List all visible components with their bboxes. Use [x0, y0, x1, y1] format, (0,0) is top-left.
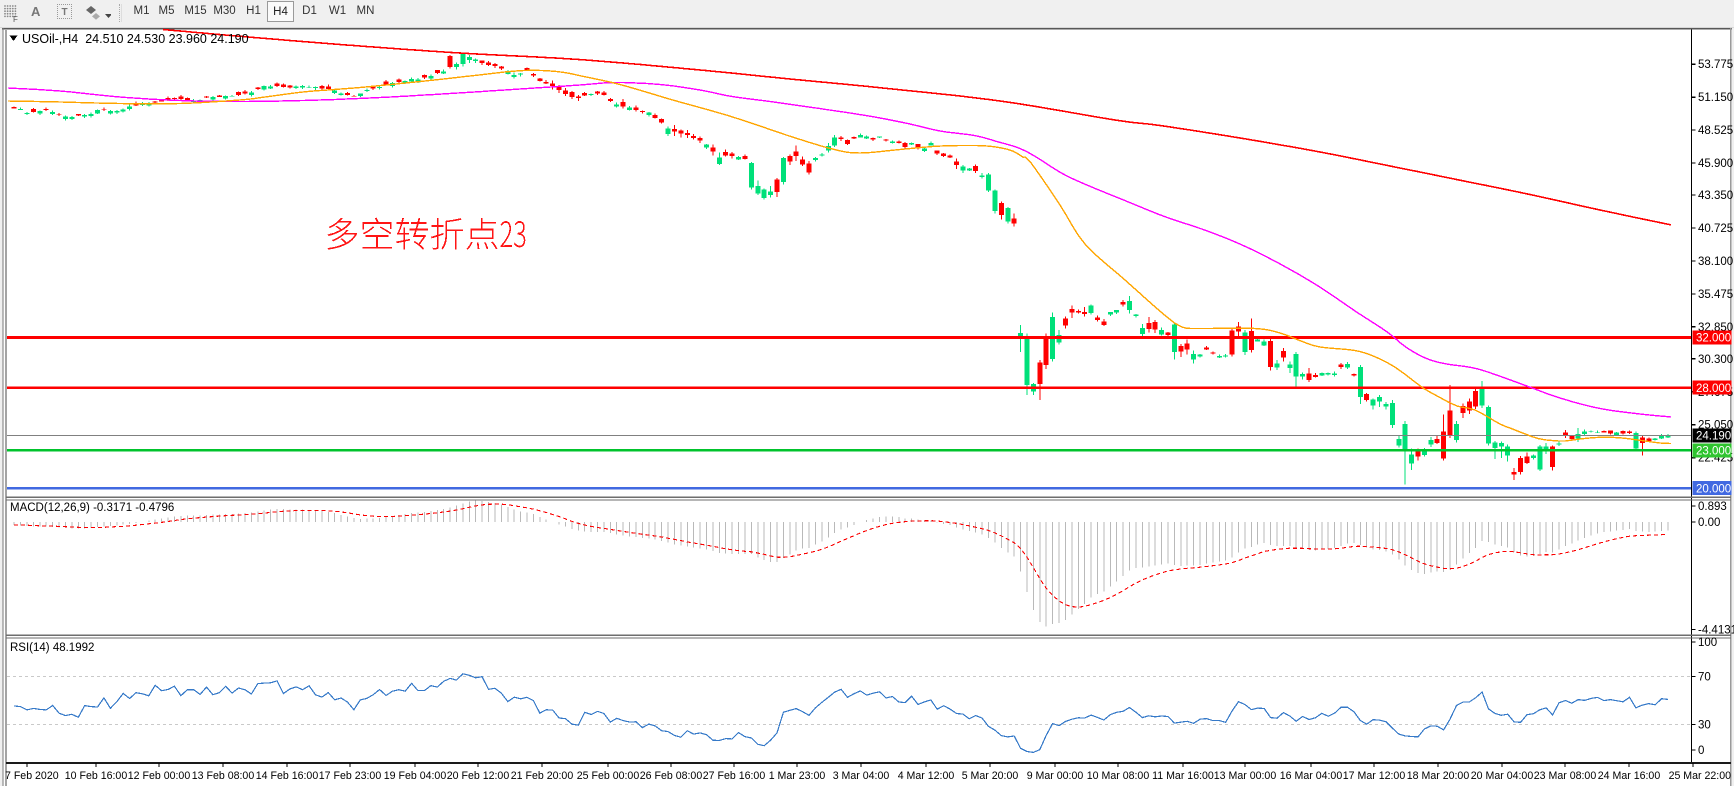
svg-text:0.00: 0.00	[1698, 517, 1720, 529]
svg-text:5 Mar 20:00: 5 Mar 20:00	[962, 770, 1019, 782]
svg-text:12 Feb 00:00: 12 Feb 00:00	[128, 770, 191, 782]
svg-text:F: F	[13, 15, 18, 24]
svg-text:11 Mar 16:00: 11 Mar 16:00	[1152, 770, 1214, 782]
svg-text:7 Feb 2020: 7 Feb 2020	[5, 770, 59, 782]
svg-text:25 Mar 22:00: 25 Mar 22:00	[1669, 770, 1732, 782]
svg-text:9 Mar 00:00: 9 Mar 00:00	[1027, 770, 1084, 782]
svg-text:28.000: 28.000	[1696, 383, 1731, 395]
svg-text:1 Mar 23:00: 1 Mar 23:00	[769, 770, 826, 782]
svg-text:35.475: 35.475	[1698, 289, 1733, 301]
svg-text:30.300: 30.300	[1698, 354, 1733, 366]
svg-text:23 Mar 08:00: 23 Mar 08:00	[1534, 770, 1597, 782]
svg-text:40.725: 40.725	[1698, 223, 1733, 235]
svg-text:24 Mar 16:00: 24 Mar 16:00	[1598, 770, 1661, 782]
svg-text:17 Feb 23:00: 17 Feb 23:00	[319, 770, 382, 782]
svg-text:0.893: 0.893	[1698, 501, 1727, 513]
svg-text:RSI(14) 48.1992: RSI(14) 48.1992	[10, 642, 94, 654]
svg-text:17 Mar 12:00: 17 Mar 12:00	[1343, 770, 1406, 782]
svg-text:10 Mar 08:00: 10 Mar 08:00	[1087, 770, 1150, 782]
svg-text:32.000: 32.000	[1696, 333, 1731, 345]
svg-text:38.100: 38.100	[1698, 256, 1733, 268]
svg-text:25 Feb 00:00: 25 Feb 00:00	[577, 770, 640, 782]
svg-text:51.150: 51.150	[1698, 92, 1733, 104]
svg-text:3 Mar 04:00: 3 Mar 04:00	[833, 770, 890, 782]
svg-text:13 Feb 08:00: 13 Feb 08:00	[192, 770, 255, 782]
svg-text:16 Mar 04:00: 16 Mar 04:00	[1280, 770, 1343, 782]
svg-text:0: 0	[1698, 745, 1704, 757]
svg-text:20.000: 20.000	[1696, 483, 1731, 495]
svg-text:70: 70	[1698, 672, 1711, 684]
svg-text:21 Feb 20:00: 21 Feb 20:00	[511, 770, 574, 782]
svg-text:18 Mar 20:00: 18 Mar 20:00	[1407, 770, 1470, 782]
svg-text:19 Feb 04:00: 19 Feb 04:00	[384, 770, 447, 782]
svg-text:14 Feb 16:00: 14 Feb 16:00	[256, 770, 319, 782]
svg-text:13 Mar 00:00: 13 Mar 00:00	[1214, 770, 1277, 782]
svg-text:20 Mar 04:00: 20 Mar 04:00	[1471, 770, 1534, 782]
svg-text:USOil-,H4 24.510 24.530 23.96: USOil-,H4 24.510 24.530 23.960 24.190	[22, 32, 249, 46]
svg-text:4 Mar 12:00: 4 Mar 12:00	[898, 770, 955, 782]
svg-text:26 Feb 08:00: 26 Feb 08:00	[640, 770, 703, 782]
svg-text:45.900: 45.900	[1698, 158, 1733, 170]
svg-text:-4.4131: -4.4131	[1698, 625, 1734, 637]
svg-text:53.775: 53.775	[1698, 59, 1733, 71]
svg-text:100: 100	[1698, 637, 1717, 649]
svg-text:48.525: 48.525	[1698, 125, 1733, 137]
svg-text:23.000: 23.000	[1696, 446, 1731, 458]
svg-text:30: 30	[1698, 720, 1711, 732]
svg-text:20 Feb 12:00: 20 Feb 12:00	[447, 770, 510, 782]
svg-text:43.350: 43.350	[1698, 190, 1733, 202]
svg-text:10 Feb 16:00: 10 Feb 16:00	[65, 770, 128, 782]
svg-text:MACD(12,26,9) -0.3171 -0.4796: MACD(12,26,9) -0.3171 -0.4796	[10, 502, 174, 514]
svg-text:24.190: 24.190	[1696, 431, 1731, 443]
svg-text:27 Feb 16:00: 27 Feb 16:00	[703, 770, 766, 782]
